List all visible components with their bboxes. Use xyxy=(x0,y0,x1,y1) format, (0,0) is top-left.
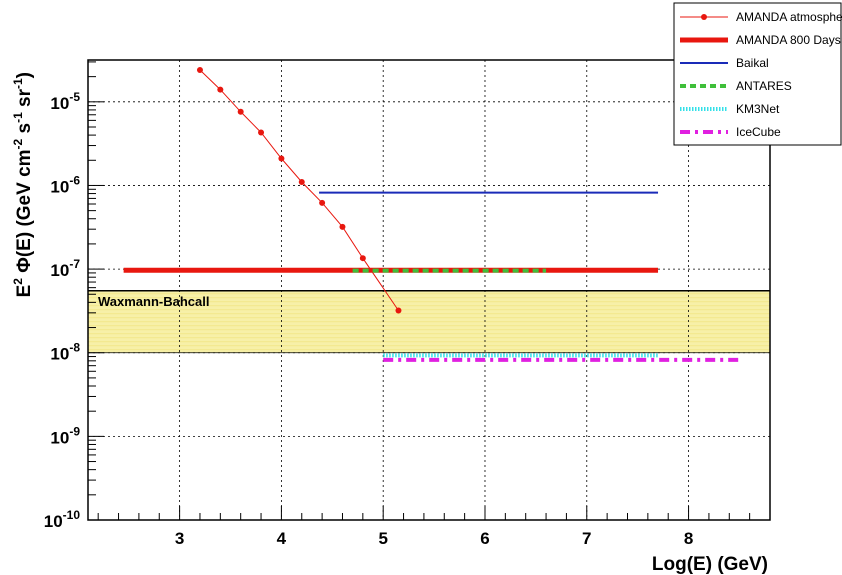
y-tick-label: 10-9 xyxy=(50,424,80,447)
legend-label: AMANDA 800 Days xyxy=(736,33,841,47)
y-tick-label-base: 10 xyxy=(44,512,63,531)
y-axis-title-part: sr xyxy=(14,88,35,112)
legend-label: IceCube xyxy=(736,125,781,139)
y-axis-title-part: ) xyxy=(14,72,35,78)
legend-box xyxy=(673,2,842,146)
series-line xyxy=(199,69,399,311)
series-point xyxy=(339,223,346,230)
y-tick-label-base: 10 xyxy=(50,177,69,196)
x-tick-label: 8 xyxy=(684,529,693,548)
legend-label: KM3Net xyxy=(736,102,780,116)
y-tick-label-exponent: -10 xyxy=(63,508,81,522)
x-tick-label: 5 xyxy=(378,529,387,548)
series-point xyxy=(217,86,224,93)
legend-label: Baikal xyxy=(736,56,769,70)
legend: AMANDA atmospheric AMANDA 800 Days Baikal A… xyxy=(673,2,842,146)
series-point xyxy=(359,255,366,262)
plot-frame xyxy=(87,59,771,521)
series-point xyxy=(298,178,305,185)
series-point xyxy=(395,307,402,314)
y-tick-label-exponent: -7 xyxy=(69,257,80,271)
y-tick-label: 10-6 xyxy=(50,173,80,196)
y-tick-label-base: 10 xyxy=(50,428,69,447)
legend-marker xyxy=(701,14,707,20)
axis-ticks xyxy=(88,61,771,521)
waxmann-bahcall-band-hatch xyxy=(88,290,770,354)
series-point xyxy=(258,129,265,136)
y-axis-title-part: E xyxy=(14,285,35,298)
series-layer xyxy=(123,67,740,362)
y-tick-label: 10-10 xyxy=(44,508,81,531)
y-axis-title-part: -2 xyxy=(11,138,25,149)
x-tick-label: 3 xyxy=(175,529,184,548)
waxmann-bahcall-label: Waxmann-Bahcall xyxy=(98,294,210,309)
x-axis-title: Log(E) (GeV) xyxy=(652,554,768,575)
y-tick-label-base: 10 xyxy=(50,94,69,113)
y-tick-label-exponent: -5 xyxy=(69,90,80,104)
y-axis-title-part: -1 xyxy=(11,112,25,123)
y-tick-label: 10-7 xyxy=(50,257,80,280)
legend-label: AMANDA atmospheric xyxy=(736,10,842,24)
y-tick-label-exponent: -8 xyxy=(69,341,80,355)
y-tick-label: 10-8 xyxy=(50,341,80,364)
legend-label: ANTARES xyxy=(736,79,792,93)
grid xyxy=(88,60,770,520)
series-point xyxy=(278,155,285,162)
series-point xyxy=(319,199,326,206)
x-tick-label: 6 xyxy=(480,529,489,548)
y-axis-title-part: Φ(E) (GeV cm xyxy=(14,149,35,278)
x-tick-label: 7 xyxy=(582,529,591,548)
y-axis-title: E2 Φ(E) (GeV cm-2 s-1 sr-1) xyxy=(11,72,35,297)
y-axis-title-part: s xyxy=(14,123,35,139)
y-tick-label-base: 10 xyxy=(50,345,69,364)
series-point xyxy=(196,67,203,74)
x-tick-labels: 3 4 5 6 7 8 xyxy=(175,529,693,548)
y-tick-label: 10-5 xyxy=(50,90,80,113)
y-tick-label-exponent: -9 xyxy=(69,424,80,438)
y-tick-label-exponent: -6 xyxy=(69,173,80,187)
y-axis-title-part: 2 xyxy=(11,278,25,285)
x-tick-label: 4 xyxy=(277,529,287,548)
y-tick-label-base: 10 xyxy=(50,261,69,280)
series-point xyxy=(237,108,244,115)
y-axis-title-part: -1 xyxy=(11,78,25,89)
